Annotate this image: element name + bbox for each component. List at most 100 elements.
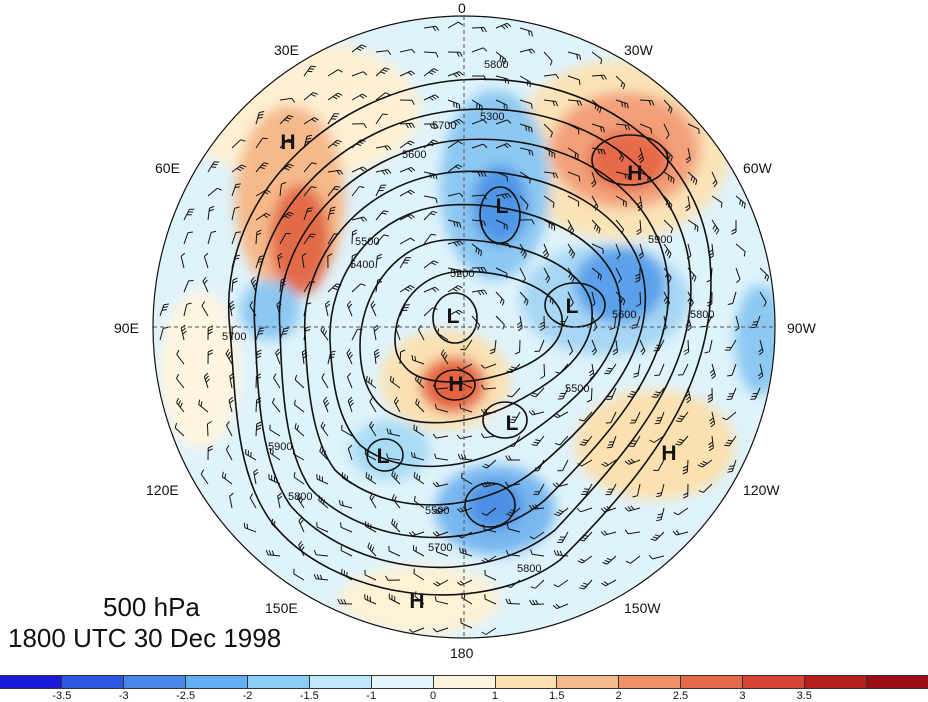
- wind-barb-feather: [499, 55, 502, 61]
- wind-barb-feather: [376, 256, 382, 260]
- wind-barb-feather: [458, 71, 464, 76]
- wind-barb-feather: [456, 269, 459, 275]
- wind-barb-feather: [480, 408, 485, 414]
- wind-barb: [484, 411, 497, 414]
- wind-barb: [519, 267, 526, 279]
- wind-barb: [495, 99, 508, 106]
- wind-barb-feather: [558, 509, 564, 513]
- wind-barb-feather: [682, 465, 688, 469]
- wind-barb-feather: [620, 157, 624, 163]
- wind-barb-feather: [454, 166, 460, 170]
- wind-barb: [519, 171, 531, 179]
- wind-barb-feather: [483, 27, 487, 33]
- wind-barb-feather: [539, 321, 545, 325]
- wind-barb-feather: [234, 206, 240, 209]
- wind-barb-feather: [415, 426, 418, 432]
- wind-barb-feather: [430, 141, 436, 145]
- wind-barb-feather: [382, 69, 388, 72]
- wind-barb-feather: [387, 169, 392, 174]
- wind-barb-feather: [286, 117, 292, 120]
- contour-label: 5700: [432, 120, 456, 132]
- wind-barb-feather: [256, 229, 262, 233]
- wind-barb-feather: [410, 451, 413, 457]
- wind-barb-feather: [207, 328, 213, 332]
- wind-barb-feather: [435, 581, 441, 585]
- wind-barb-feather: [627, 395, 633, 398]
- wind-barb: [423, 210, 433, 221]
- wind-barb-feather: [525, 125, 527, 131]
- wind-barb-feather: [321, 448, 324, 454]
- wind-barb: [583, 411, 593, 422]
- wind-barb-feather: [411, 123, 415, 128]
- wind-barb-feather: [256, 352, 262, 356]
- wind-barb-feather: [483, 482, 488, 487]
- wind-barb-feather: [259, 166, 265, 169]
- wind-barb-feather: [207, 448, 213, 452]
- wind-barb-feather: [360, 217, 365, 222]
- wind-barb-feather: [433, 260, 439, 264]
- wind-barb-feather: [685, 207, 691, 212]
- wind-barb: [471, 47, 484, 53]
- wind-barb-feather: [256, 232, 262, 236]
- wind-barb: [346, 376, 353, 389]
- wind-barb: [369, 401, 377, 413]
- wind-barb-feather: [622, 300, 626, 306]
- wind-barb-feather: [482, 143, 488, 148]
- wind-barb: [231, 184, 237, 197]
- wind-barb-feather: [758, 348, 763, 353]
- wind-barb: [639, 291, 642, 305]
- contour-label: 5200: [450, 268, 474, 280]
- wind-barb: [519, 27, 532, 32]
- wind-barb: [559, 435, 569, 446]
- wind-barb-feather: [682, 468, 688, 472]
- wind-barb-feather: [393, 496, 397, 502]
- wind-barb: [636, 315, 641, 328]
- wind-barb-feather: [186, 302, 192, 305]
- wind-barb: [351, 71, 364, 77]
- wind-barb-feather: [633, 372, 639, 375]
- wind-barb-feather: [435, 123, 439, 129]
- wind-barb-feather: [163, 303, 169, 306]
- wind-barb: [375, 113, 384, 125]
- wind-barb-feather: [459, 192, 464, 198]
- wind-barb-feather: [410, 70, 416, 75]
- wind-barb: [657, 459, 665, 471]
- wind-barb-feather: [256, 400, 262, 404]
- wind-barb-feather: [428, 71, 434, 75]
- wind-barb: [253, 472, 257, 485]
- wind-barb: [495, 119, 508, 125]
- wind-barb-feather: [256, 421, 262, 425]
- wind-barb-feather: [656, 417, 662, 419]
- wind-barb-feather: [438, 507, 443, 512]
- wind-barb-feather: [352, 229, 358, 233]
- wind-barb-feather: [578, 79, 581, 85]
- wind-barb: [413, 549, 425, 557]
- wind-barb-feather: [349, 402, 354, 407]
- wind-barb: [351, 231, 353, 245]
- wind-barb: [207, 232, 212, 245]
- wind-barb-feather: [596, 226, 599, 232]
- wind-barb-feather: [408, 628, 414, 633]
- wind-barb-feather: [664, 299, 669, 305]
- wind-barb: [373, 328, 377, 341]
- wind-barb: [604, 531, 617, 536]
- wind-barb-feather: [453, 269, 456, 275]
- wind-barb-feather: [329, 212, 335, 215]
- wind-barb-feather: [696, 226, 699, 232]
- wind-barb-feather: [265, 212, 271, 217]
- wind-barb-feather: [360, 139, 366, 142]
- wind-barb-feather: [553, 550, 557, 556]
- wind-barb-feather: [590, 303, 596, 308]
- wind-barb: [206, 423, 209, 437]
- wind-barb-feather: [410, 189, 415, 194]
- wind-barb-feather: [180, 252, 186, 257]
- wind-barb-feather: [407, 215, 413, 220]
- wind-barb-feather: [685, 321, 690, 326]
- wind-barb-feather: [263, 190, 269, 195]
- wind-barb-feather: [627, 174, 630, 180]
- wind-barb: [591, 267, 602, 276]
- wind-barb: [423, 260, 434, 269]
- wind-barb: [639, 219, 642, 233]
- wind-barb: [610, 387, 617, 400]
